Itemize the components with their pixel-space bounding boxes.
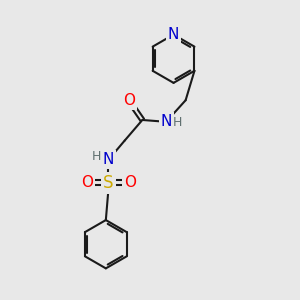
Text: N: N [161,114,172,129]
Text: O: O [124,175,136,190]
Text: H: H [173,116,182,129]
Text: N: N [103,152,114,167]
Text: S: S [103,174,114,192]
Text: N: N [168,27,179,42]
Text: O: O [81,175,93,190]
Text: H: H [92,150,101,163]
Text: O: O [123,93,135,108]
